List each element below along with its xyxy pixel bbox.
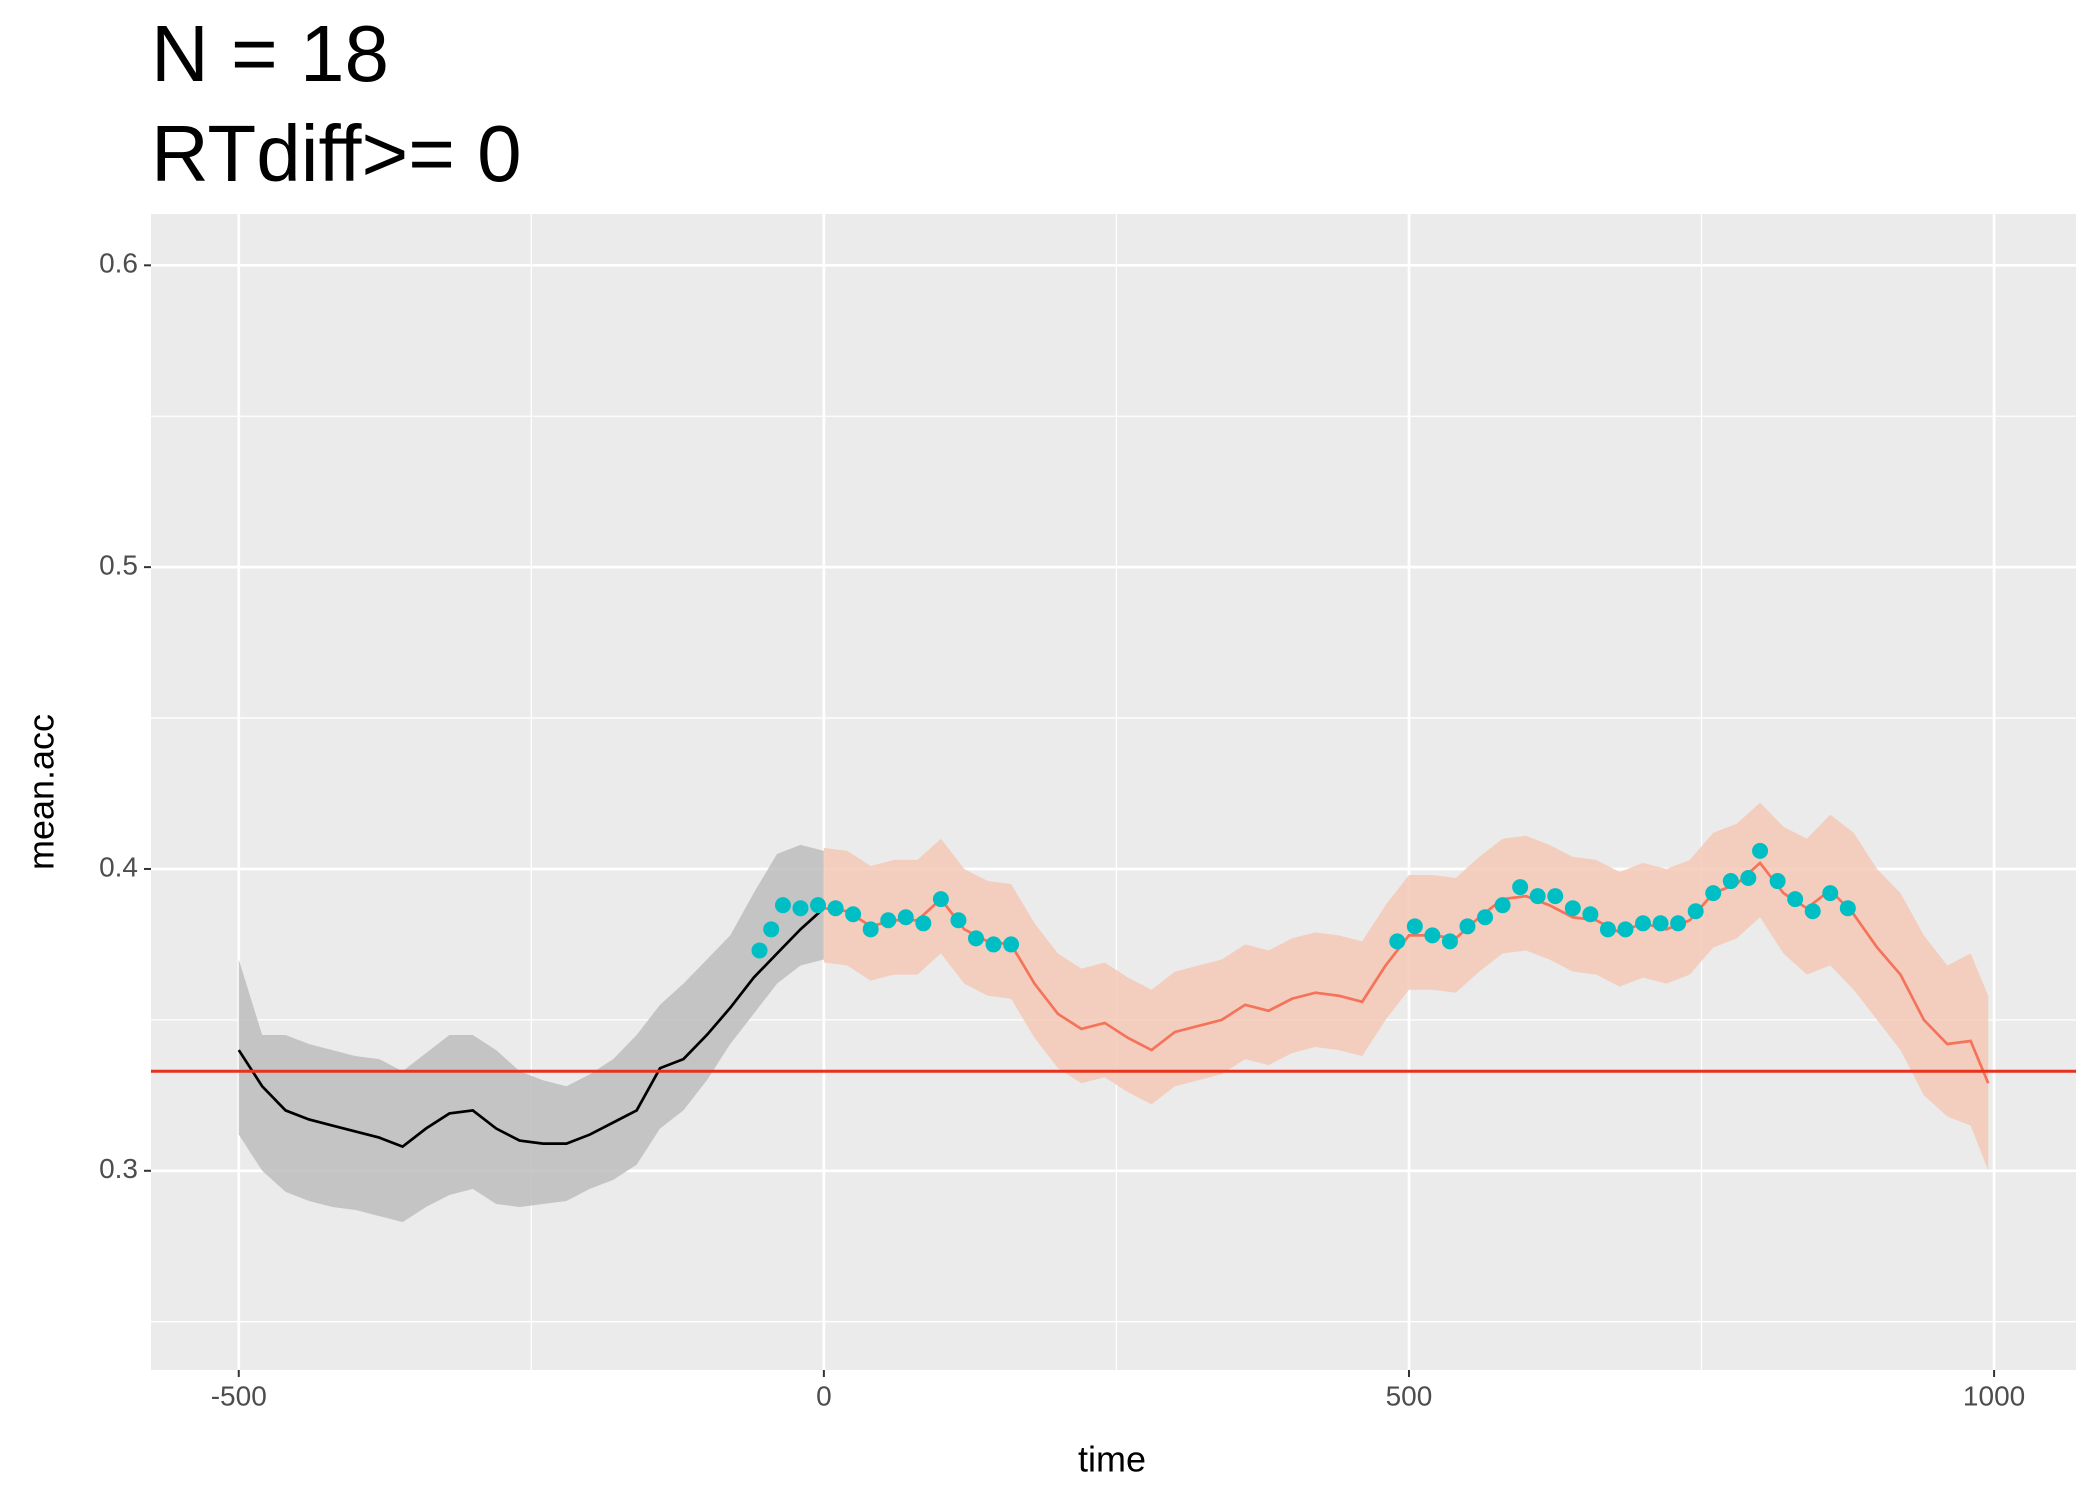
point <box>1722 873 1739 890</box>
point <box>1635 915 1652 932</box>
y-axis-label: mean.acc <box>21 714 62 870</box>
point <box>897 909 914 926</box>
point <box>950 912 967 929</box>
point <box>1547 888 1564 905</box>
point <box>932 891 949 908</box>
point <box>1670 915 1687 932</box>
point <box>792 900 809 917</box>
y-tick-label: 0.6 <box>99 248 138 279</box>
point <box>968 930 984 947</box>
ribbon <box>238 844 824 1223</box>
point <box>1564 900 1581 917</box>
point <box>774 897 791 914</box>
point <box>1477 909 1494 926</box>
point <box>1617 921 1634 938</box>
point <box>1406 918 1423 935</box>
x-axis-label: time <box>1078 1439 1146 1480</box>
x-tick-label: 500 <box>1386 1380 1433 1411</box>
y-tick-label: 0.4 <box>99 851 138 882</box>
point <box>845 906 862 923</box>
point <box>1787 891 1804 908</box>
point <box>751 942 768 959</box>
point <box>862 921 879 938</box>
chart-subtitle: RTdiff>= 0 <box>151 109 522 198</box>
y-tick-label: 0.5 <box>99 550 138 581</box>
point <box>1705 885 1722 902</box>
point <box>1529 888 1546 905</box>
y-tick-label: 0.3 <box>99 1153 138 1184</box>
point <box>1389 933 1406 950</box>
point <box>880 912 897 929</box>
point <box>1599 921 1616 938</box>
point <box>763 921 780 938</box>
point <box>1804 903 1821 920</box>
point <box>1459 918 1476 935</box>
x-tick-label: 0 <box>816 1380 832 1411</box>
point <box>1769 873 1786 890</box>
point <box>827 900 844 917</box>
point <box>1494 897 1511 914</box>
ribbon <box>823 802 1989 1171</box>
point <box>1740 870 1757 887</box>
point <box>1582 906 1599 923</box>
point <box>1441 933 1458 950</box>
point <box>1003 936 1020 953</box>
chart-title: N = 18 <box>151 9 389 98</box>
line <box>237 907 825 1149</box>
point <box>1652 915 1669 932</box>
point <box>985 936 1002 953</box>
point <box>1839 900 1856 917</box>
x-tick-label: -500 <box>211 1380 267 1411</box>
x-tick-label: 1000 <box>1963 1380 2025 1411</box>
point <box>1512 879 1529 896</box>
point <box>915 915 932 932</box>
point <box>1687 903 1704 920</box>
point <box>1822 885 1839 902</box>
point <box>1424 927 1441 944</box>
point <box>1752 842 1769 859</box>
point <box>810 897 827 914</box>
